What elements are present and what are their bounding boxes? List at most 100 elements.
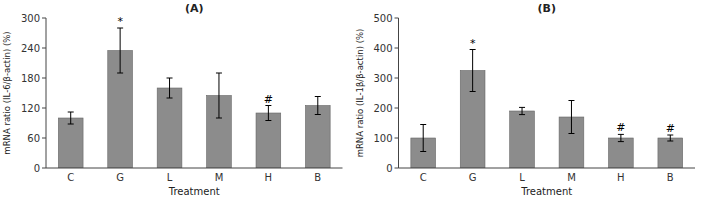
bar	[609, 138, 634, 168]
x-axis	[46, 168, 343, 169]
error-bar	[568, 101, 574, 134]
error-bar	[667, 135, 673, 141]
error-cap	[216, 118, 222, 119]
error-bar	[265, 106, 271, 121]
error-cap	[420, 124, 426, 125]
error-bar	[167, 78, 173, 98]
error-cap	[420, 151, 426, 152]
error-bar	[68, 112, 74, 124]
y-tick	[395, 78, 399, 79]
error-bar	[216, 73, 222, 118]
error-line	[268, 106, 269, 121]
error-line	[317, 97, 318, 115]
error-cap	[216, 73, 222, 74]
error-cap	[117, 73, 123, 74]
error-line	[620, 134, 621, 141]
annotation: #	[616, 121, 625, 134]
error-line	[423, 125, 424, 152]
x-tick-label: B	[667, 172, 674, 183]
error-cap	[568, 100, 574, 101]
error-cap	[315, 96, 321, 97]
title: (B)	[538, 2, 556, 15]
error-line	[472, 50, 473, 92]
x-tick-label: C	[67, 172, 74, 183]
error-cap	[667, 141, 673, 142]
x-tick-label: L	[519, 172, 525, 183]
y-tick-label: 300	[21, 13, 40, 24]
y-tick	[395, 138, 399, 139]
y-tick	[42, 18, 46, 19]
chart-root: (A) 0 60 120 180 240 300 C G L M H B * # Treatment mRNA …	[0, 0, 705, 200]
bar	[256, 113, 281, 168]
bar	[510, 111, 535, 168]
x-axis	[399, 168, 696, 169]
y-tick	[395, 108, 399, 109]
y-tick	[42, 168, 46, 169]
error-cap	[315, 114, 321, 115]
y-tick	[42, 108, 46, 109]
y-tick-label: 300	[373, 73, 392, 84]
annotation: #	[264, 93, 273, 106]
y-tick-label: 180	[21, 73, 40, 84]
error-cap	[265, 120, 271, 121]
error-line	[522, 107, 523, 114]
y-tick-label: 200	[373, 103, 392, 114]
y-tick	[395, 168, 399, 169]
x-tick-label: C	[420, 172, 427, 183]
y-axis-label: mRNA ratio (IL-1β/β-actin) (%)	[355, 29, 365, 158]
annotation: #	[666, 122, 675, 135]
error-bar	[470, 50, 476, 92]
y-tick-label: 500	[373, 13, 392, 24]
error-cap	[568, 133, 574, 134]
x-tick-label: B	[314, 172, 321, 183]
marks	[411, 50, 683, 169]
x-tick-label: G	[116, 172, 124, 183]
annotation: *	[117, 15, 123, 28]
y-axis-label: mRNA ratio (IL-6/β-actin) (%)	[2, 31, 12, 154]
bar	[658, 138, 683, 168]
error-line	[120, 28, 121, 73]
bar	[58, 118, 83, 168]
error-bar	[315, 97, 321, 115]
y-tick-label: 60	[27, 133, 40, 144]
annotation: *	[470, 37, 476, 50]
x-tick-label: G	[469, 172, 477, 183]
bar	[305, 106, 330, 169]
error-cap	[470, 91, 476, 92]
y-tick	[42, 78, 46, 79]
title: (A)	[185, 2, 204, 15]
error-bar	[618, 134, 624, 141]
error-line	[70, 112, 71, 124]
y-tick-label: 120	[21, 103, 40, 114]
error-cap	[519, 114, 525, 115]
error-cap	[618, 141, 624, 142]
marks	[58, 28, 330, 168]
panel: (B)0100200300400500CGLMHB*##TreatmentmRN…	[355, 2, 696, 197]
error-bar	[117, 28, 123, 73]
x-axis-label: Treatment	[520, 186, 572, 197]
error-cap	[68, 124, 74, 125]
y-tick	[395, 18, 399, 19]
error-cap	[519, 107, 525, 108]
error-cap	[167, 78, 173, 79]
y-tick-label: 0	[386, 163, 392, 174]
y-tick-label: 400	[373, 43, 392, 54]
y-axis	[398, 18, 399, 168]
x-tick-label: M	[215, 172, 224, 183]
error-line	[571, 101, 572, 134]
y-axis	[46, 18, 47, 168]
x-axis-label: Treatment	[168, 186, 220, 197]
y-tick	[395, 48, 399, 49]
error-cap	[167, 98, 173, 99]
panel: (A) 0 60 120 180 240 300 C G L M H B * # Treatment mRNA …	[2, 2, 343, 197]
x-tick-label: H	[265, 172, 273, 183]
y-tick-label: 0	[34, 163, 40, 174]
error-bar	[519, 107, 525, 114]
x-tick-label: L	[167, 172, 173, 183]
y-tick	[42, 138, 46, 139]
y-tick	[42, 48, 46, 49]
error-cap	[68, 112, 74, 113]
x-tick-label: H	[617, 172, 625, 183]
y-tick-label: 240	[21, 43, 40, 54]
error-line	[218, 73, 219, 118]
